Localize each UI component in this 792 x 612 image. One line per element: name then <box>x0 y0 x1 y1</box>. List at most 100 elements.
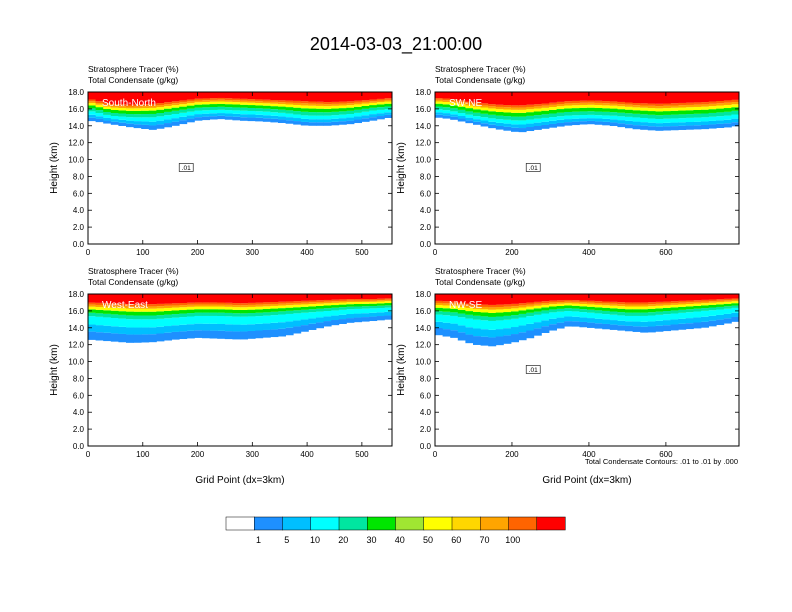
tracer-band-6 <box>632 304 641 307</box>
tracer-band-3 <box>465 314 474 319</box>
tracer-band-1 <box>708 120 717 125</box>
tracer-band-8 <box>503 92 512 106</box>
tracer-band-0 <box>495 336 504 346</box>
tracer-band-4 <box>217 309 226 313</box>
tracer-band-2 <box>533 314 542 323</box>
tracer-band-5 <box>262 103 271 106</box>
tracer-band-0 <box>503 335 512 344</box>
tracer-band-8 <box>308 294 317 301</box>
tracer-band-1 <box>716 120 725 124</box>
tracer-band-5 <box>361 301 370 304</box>
tracer-band-6 <box>95 304 104 308</box>
tracer-band-6 <box>141 306 150 309</box>
tracer-band-5 <box>194 102 203 105</box>
tracer-band-4 <box>262 105 271 109</box>
tracer-band-4 <box>579 306 588 310</box>
tracer-band-3 <box>118 314 127 319</box>
tracer-band-1 <box>655 123 664 127</box>
y-tick-label: 2.0 <box>73 223 85 232</box>
tracer-band-6 <box>647 105 656 109</box>
tracer-band-6 <box>708 301 717 303</box>
tracer-band-8 <box>179 92 188 101</box>
tracer-band-0 <box>571 121 580 126</box>
tracer-band-7 <box>602 101 611 104</box>
tracer-band-1 <box>118 326 127 334</box>
tracer-band-1 <box>126 120 134 124</box>
tracer-band-7 <box>262 302 271 305</box>
tracer-band-2 <box>609 314 618 321</box>
tracer-band-6 <box>133 106 142 109</box>
tracer-band-0 <box>503 126 512 131</box>
tracer-band-1 <box>587 318 595 323</box>
tracer-band-7 <box>731 298 740 300</box>
tracer-band-3 <box>579 309 588 313</box>
tracer-band-3 <box>141 114 150 118</box>
tracer-band-3 <box>186 313 195 317</box>
tracer-band-0 <box>376 116 385 120</box>
tracer-band-7 <box>118 303 127 306</box>
tracer-band-2 <box>594 115 603 119</box>
tracer-band-8 <box>549 92 557 103</box>
tracer-band-4 <box>316 108 324 113</box>
tracer-band-5 <box>384 301 393 304</box>
tracer-band-4 <box>384 103 393 107</box>
tracer-band-4 <box>541 110 550 115</box>
tracer-band-6 <box>278 303 286 306</box>
panel-subtitle-tracer: Stratosphere Tracer (%) <box>88 266 179 276</box>
tracer-band-4 <box>716 304 725 307</box>
tracer-band-1 <box>95 325 104 333</box>
tracer-band-1 <box>164 326 172 333</box>
tracer-band-4 <box>435 103 443 107</box>
tracer-band-5 <box>354 302 362 304</box>
tracer-band-2 <box>179 112 188 117</box>
tracer-band-3 <box>549 113 557 118</box>
y-tick-label: 16.0 <box>68 105 84 114</box>
tracer-band-2 <box>171 317 180 326</box>
tracer-band-1 <box>465 327 474 335</box>
tracer-band-0 <box>693 125 702 130</box>
tracer-band-6 <box>186 101 195 104</box>
tracer-band-3 <box>316 112 324 116</box>
tracer-band-4 <box>465 108 474 112</box>
tracer-band-4 <box>526 112 535 116</box>
tracer-band-3 <box>95 313 104 317</box>
tracer-band-4 <box>186 105 195 109</box>
tracer-band-7 <box>384 298 393 300</box>
tracer-band-6 <box>255 304 264 307</box>
tracer-band-7 <box>232 303 241 306</box>
tracer-band-1 <box>731 118 740 123</box>
tracer-band-6 <box>110 105 119 108</box>
tracer-band-3 <box>503 116 512 120</box>
tracer-band-7 <box>609 301 618 304</box>
tracer-band-6 <box>278 102 286 105</box>
tracer-band-5 <box>247 306 256 310</box>
tracer-band-3 <box>617 312 626 316</box>
tracer-band-4 <box>617 308 626 313</box>
tracer-band-4 <box>731 303 740 306</box>
tracer-band-4 <box>369 303 378 307</box>
tracer-band-4 <box>450 308 459 313</box>
tracer-band-2 <box>701 310 709 317</box>
tracer-band-4 <box>156 109 165 114</box>
tracer-band-4 <box>186 309 195 314</box>
tracer-band-0 <box>685 125 694 130</box>
tracer-band-0 <box>480 123 489 127</box>
colorbar-label: 5 <box>284 535 289 545</box>
tracer-band-3 <box>587 309 595 313</box>
tracer-band-7 <box>88 99 96 102</box>
tracer-band-8 <box>232 92 241 99</box>
tracer-band-6 <box>240 100 248 103</box>
tracer-band-5 <box>457 104 466 107</box>
tracer-band-2 <box>716 309 725 315</box>
x-tick-label: 400 <box>300 450 314 459</box>
tracer-band-0 <box>541 326 550 333</box>
tracer-band-4 <box>240 309 248 314</box>
x-axis-label: Grid Point (dx=3km) <box>195 475 284 486</box>
x-tick-label: 200 <box>191 248 205 257</box>
tracer-band-8 <box>338 294 347 300</box>
tracer-band-0 <box>579 121 588 125</box>
tracer-band-5 <box>640 107 649 111</box>
tracer-band-6 <box>587 102 595 105</box>
tracer-band-6 <box>701 301 709 304</box>
